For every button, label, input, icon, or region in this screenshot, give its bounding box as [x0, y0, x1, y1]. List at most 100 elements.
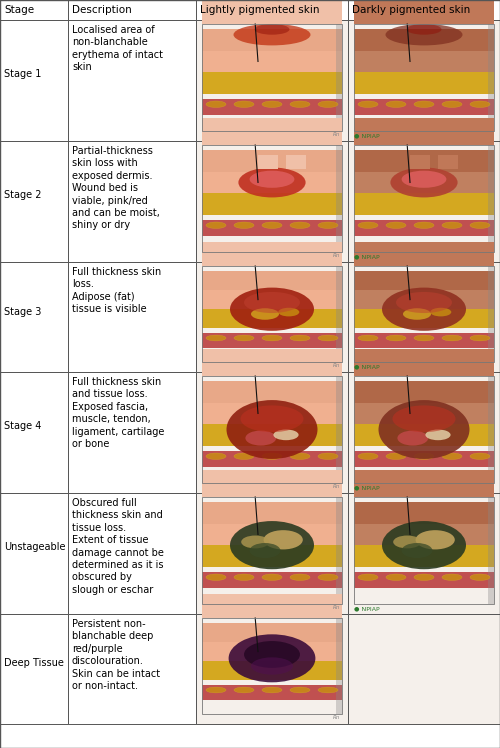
Bar: [196, 141, 348, 262]
Bar: [196, 614, 348, 724]
Ellipse shape: [318, 101, 338, 108]
Ellipse shape: [318, 687, 338, 693]
Bar: [0, 262, 68, 372]
Bar: [0, 141, 68, 262]
Text: Lightly pigmented skin: Lightly pigmented skin: [200, 5, 320, 15]
Bar: [202, 497, 342, 604]
Ellipse shape: [398, 431, 428, 446]
Ellipse shape: [251, 657, 293, 675]
Ellipse shape: [262, 335, 282, 341]
Bar: [354, 29, 494, 51]
Ellipse shape: [234, 453, 254, 459]
Bar: [354, 193, 494, 215]
Bar: [354, 424, 494, 446]
Ellipse shape: [238, 168, 306, 197]
Bar: [354, 290, 494, 309]
Bar: [336, 145, 342, 252]
Bar: [202, 524, 342, 545]
Bar: [354, 242, 494, 266]
Bar: [354, 503, 494, 524]
Bar: [68, 262, 196, 372]
Ellipse shape: [426, 429, 450, 441]
Bar: [336, 376, 342, 483]
Ellipse shape: [386, 222, 406, 228]
Ellipse shape: [416, 530, 455, 550]
Bar: [410, 155, 430, 168]
Ellipse shape: [386, 335, 406, 341]
Ellipse shape: [396, 292, 452, 313]
Bar: [336, 618, 342, 714]
Bar: [202, 424, 342, 446]
Ellipse shape: [274, 429, 298, 441]
Ellipse shape: [318, 222, 338, 228]
Ellipse shape: [240, 405, 304, 432]
Bar: [202, 0, 342, 24]
Ellipse shape: [392, 405, 456, 432]
Text: Stage 1: Stage 1: [4, 70, 42, 79]
Bar: [348, 0, 500, 20]
Ellipse shape: [290, 222, 310, 228]
Ellipse shape: [290, 574, 310, 580]
Bar: [336, 497, 342, 604]
Bar: [354, 172, 494, 193]
Text: Deep Tissue: Deep Tissue: [4, 658, 64, 669]
Bar: [348, 141, 500, 262]
Ellipse shape: [382, 521, 466, 569]
Bar: [202, 349, 342, 376]
Ellipse shape: [414, 222, 434, 228]
Bar: [286, 155, 306, 168]
Ellipse shape: [206, 574, 226, 580]
Ellipse shape: [402, 171, 446, 188]
Bar: [202, 29, 342, 51]
Text: Stage 3: Stage 3: [4, 307, 42, 316]
Bar: [0, 372, 68, 493]
Ellipse shape: [230, 521, 314, 569]
Bar: [348, 372, 500, 493]
Ellipse shape: [442, 335, 462, 341]
Bar: [354, 220, 494, 236]
Text: Rn: Rn: [332, 253, 340, 258]
Bar: [202, 618, 342, 714]
Bar: [196, 20, 348, 141]
Ellipse shape: [406, 24, 442, 34]
Ellipse shape: [386, 574, 406, 580]
Ellipse shape: [470, 453, 490, 459]
Bar: [348, 20, 500, 141]
Ellipse shape: [378, 400, 470, 459]
Text: Stage: Stage: [4, 5, 34, 15]
Bar: [488, 24, 494, 131]
Bar: [488, 497, 494, 604]
Bar: [354, 99, 494, 115]
Bar: [202, 685, 342, 699]
Bar: [354, 381, 494, 402]
Text: Unstageable: Unstageable: [4, 542, 66, 553]
Bar: [202, 24, 342, 131]
Bar: [488, 376, 494, 483]
Ellipse shape: [402, 543, 432, 558]
Ellipse shape: [414, 101, 434, 108]
Ellipse shape: [386, 101, 406, 108]
Bar: [202, 642, 342, 661]
Ellipse shape: [244, 641, 300, 668]
Bar: [202, 220, 342, 236]
Text: ● NPIAP: ● NPIAP: [354, 485, 380, 490]
Bar: [202, 623, 342, 642]
Bar: [202, 271, 342, 290]
Bar: [0, 20, 68, 141]
Ellipse shape: [206, 687, 226, 693]
Ellipse shape: [206, 101, 226, 108]
Text: Rn: Rn: [332, 363, 340, 368]
Bar: [348, 493, 500, 614]
Ellipse shape: [244, 292, 300, 313]
Text: Stage 4: Stage 4: [4, 421, 42, 432]
Text: Partial-thickness
skin loss with
exposed dermis.
Wound bed is
viable, pink/red
a: Partial-thickness skin loss with exposed…: [72, 146, 160, 230]
Ellipse shape: [386, 24, 462, 46]
Bar: [354, 524, 494, 545]
Bar: [196, 372, 348, 493]
Bar: [202, 376, 342, 483]
Bar: [0, 493, 68, 614]
Bar: [202, 242, 342, 266]
Ellipse shape: [234, 335, 254, 341]
Bar: [68, 20, 196, 141]
Bar: [202, 172, 342, 193]
